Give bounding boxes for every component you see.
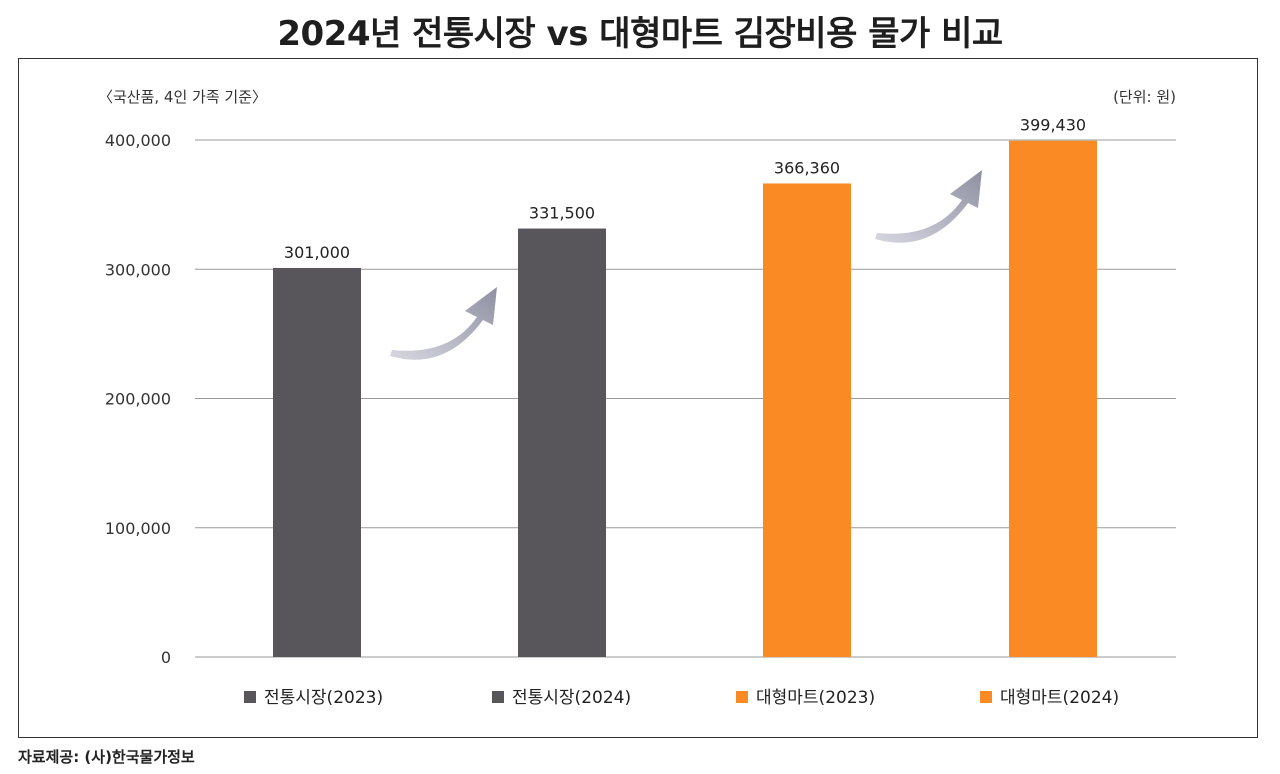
y-tick-label: 300,000 bbox=[105, 260, 171, 279]
trend-arrows bbox=[390, 170, 982, 360]
trend-arrow bbox=[875, 170, 982, 243]
y-axis-tick-labels: 0 100,000 200,000 300,000 400,000 bbox=[105, 131, 171, 667]
legend-swatch bbox=[736, 691, 748, 703]
legend-label: 대형마트(2023) bbox=[756, 688, 875, 708]
chart-title: 2024년 전통시장 vs 대형마트 김장비용 물가 비교 bbox=[277, 14, 1003, 54]
data-labels: 301,000 331,500 366,360 399,430 bbox=[284, 116, 1086, 262]
legend-label: 대형마트(2024) bbox=[1000, 688, 1119, 708]
legend-label: 전통시장(2023) bbox=[264, 688, 383, 708]
legend-swatch bbox=[492, 691, 504, 703]
bars bbox=[273, 140, 1097, 658]
legend: 전통시장(2023) 전통시장(2024) 대형마트(2023) 대형마트(2024) bbox=[244, 688, 1119, 708]
bar bbox=[1009, 140, 1097, 658]
data-label: 331,500 bbox=[529, 204, 595, 223]
data-label: 301,000 bbox=[284, 243, 350, 262]
legend-swatch bbox=[980, 691, 992, 703]
legend-swatch bbox=[244, 691, 256, 703]
chart-note-unit: (단위: 원) bbox=[1113, 88, 1176, 106]
bar bbox=[273, 267, 361, 657]
source-credit: 자료제공: (사)한국물가정보 bbox=[18, 748, 195, 766]
y-tick-label: 0 bbox=[161, 648, 171, 667]
data-label: 399,430 bbox=[1020, 116, 1086, 135]
y-tick-label: 200,000 bbox=[105, 390, 171, 409]
bar bbox=[518, 228, 606, 657]
y-tick-label: 400,000 bbox=[105, 131, 171, 150]
trend-arrow bbox=[390, 287, 497, 360]
data-label: 366,360 bbox=[774, 158, 840, 177]
chart-note-basis: 〈국산품, 4인 가족 기준〉 bbox=[98, 88, 268, 106]
bar bbox=[763, 183, 851, 657]
legend-label: 전통시장(2024) bbox=[512, 688, 631, 708]
y-tick-label: 100,000 bbox=[105, 519, 171, 538]
